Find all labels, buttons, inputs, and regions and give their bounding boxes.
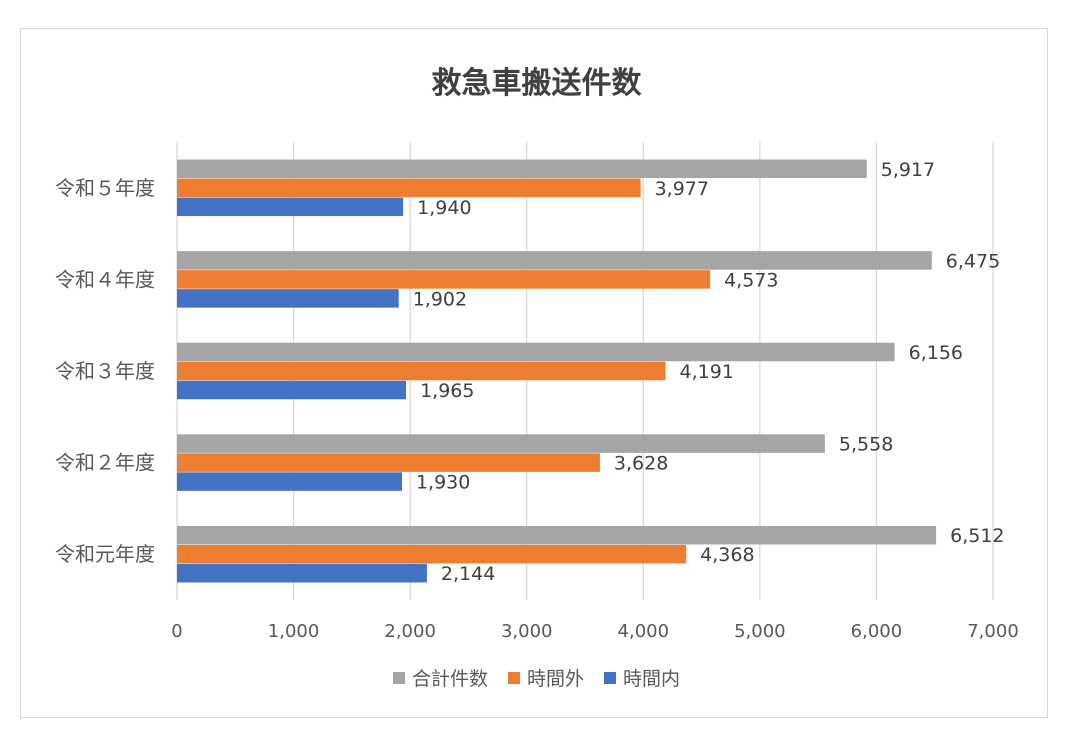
- bar[interactable]: [177, 380, 407, 400]
- data-label: 4,573: [724, 269, 778, 291]
- x-tick-label: 3,000: [501, 621, 553, 642]
- x-tick-label: 7,000: [967, 621, 1019, 642]
- data-label: 1,940: [417, 197, 471, 219]
- x-tick-label: 5,000: [734, 621, 786, 642]
- bar[interactable]: [177, 178, 641, 198]
- x-tick-label: 1,000: [268, 621, 320, 642]
- bar[interactable]: [177, 289, 399, 308]
- bar[interactable]: [177, 361, 666, 381]
- category-label: 令和４年度: [55, 267, 155, 291]
- category-label: 令和元年度: [55, 542, 155, 566]
- data-label: 6,475: [946, 250, 1000, 272]
- data-label: 3,628: [614, 453, 668, 475]
- bar[interactable]: [177, 563, 427, 583]
- category-label: 令和２年度: [55, 451, 155, 475]
- chart-title: 救急車搬送件数: [431, 66, 642, 101]
- data-label: 4,368: [700, 544, 754, 566]
- bar[interactable]: [177, 270, 711, 289]
- bar[interactable]: [177, 197, 404, 217]
- legend-item-after-hours[interactable]: 時間外: [507, 664, 584, 691]
- legend: 合計件数 時間外 時間内: [0, 664, 1073, 691]
- bar[interactable]: [177, 342, 895, 362]
- bars: [177, 159, 937, 583]
- x-tick-label: 2,000: [384, 621, 436, 642]
- data-label: 1,930: [416, 472, 470, 494]
- legend-swatch-business-hours: [604, 671, 616, 684]
- data-labels: 5,917 3,977 1,940 6,475 4,573 1,902 6,156 4,191…: [413, 159, 1005, 585]
- bar[interactable]: [177, 159, 867, 179]
- data-label: 3,977: [655, 178, 709, 200]
- bar[interactable]: [177, 453, 600, 472]
- category-label: 令和５年度: [55, 176, 155, 200]
- bar[interactable]: [177, 251, 932, 270]
- bar[interactable]: [177, 525, 937, 545]
- x-tick-label: 6,000: [851, 621, 903, 642]
- data-label: 6,512: [950, 525, 1004, 547]
- data-label: 5,558: [839, 434, 893, 456]
- legend-label-total: 合計件数: [411, 668, 488, 690]
- data-label: 1,965: [420, 380, 474, 402]
- data-label: 5,917: [881, 159, 935, 181]
- data-label: 1,902: [413, 288, 467, 310]
- x-tick-label: 0: [171, 621, 182, 642]
- legend-label-after-hours: 時間外: [526, 668, 584, 690]
- data-label: 2,144: [441, 563, 495, 585]
- legend-swatch-total: [392, 671, 405, 684]
- legend-label-business-hours: 時間内: [623, 668, 681, 690]
- data-label: 4,191: [680, 361, 734, 383]
- bar[interactable]: [177, 544, 687, 564]
- bar[interactable]: [177, 434, 825, 453]
- bar[interactable]: [177, 472, 402, 491]
- x-tick-labels: 0 1,000 2,000 3,000 4,000 5,000 6,000 7,000: [171, 621, 1018, 642]
- legend-swatch-after-hours: [507, 671, 520, 684]
- legend-item-total[interactable]: 合計件数: [392, 664, 488, 691]
- category-label: 令和３年度: [55, 359, 155, 383]
- x-tick-label: 4,000: [618, 621, 670, 642]
- legend-item-business-hours[interactable]: 時間内: [604, 664, 680, 691]
- data-label: 6,156: [909, 342, 963, 364]
